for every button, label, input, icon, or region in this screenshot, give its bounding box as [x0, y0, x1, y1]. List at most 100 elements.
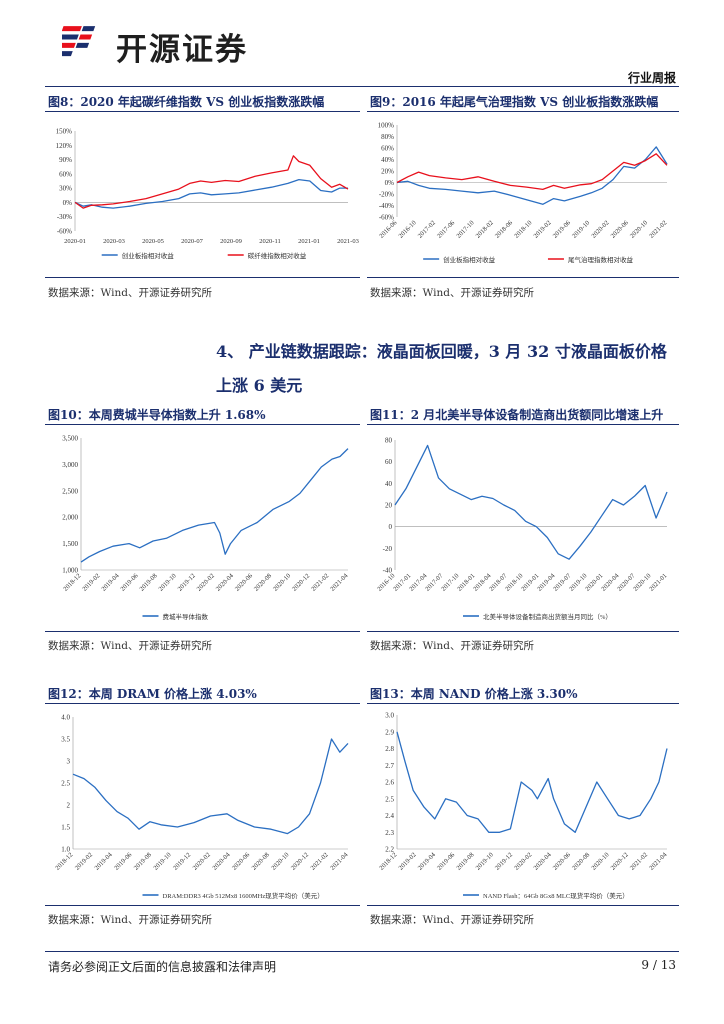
x-tick-label: 2020-10 [272, 572, 292, 592]
x-tick-label: 2019-02 [81, 572, 101, 592]
y-tick-label: 4.0 [61, 714, 70, 722]
x-tick-label: 2020-10 [270, 851, 290, 871]
legend-label: 北美半导体设备制造商出货额当月同比（%） [483, 612, 612, 621]
y-tick-label: 1,000 [62, 567, 78, 575]
y-tick-label: -60% [57, 228, 72, 236]
x-tick-label: 2020-06 [231, 851, 252, 872]
y-tick-label: 2,500 [62, 487, 78, 495]
x-tick-label: 2021-01 [298, 238, 320, 245]
x-tick-label: 2018-06 [494, 219, 515, 240]
y-tick-label: 3.5 [61, 736, 70, 744]
x-tick-label: 2019-10 [475, 851, 495, 871]
y-tick-label: 2.4 [385, 812, 394, 820]
figure-9-bottom-rule [367, 277, 679, 278]
figure-8-rule [45, 111, 360, 112]
x-tick-label: 2017-06 [436, 219, 457, 240]
x-tick-label: 2020-02 [196, 572, 216, 592]
x-tick-label: 2019-02 [74, 851, 94, 871]
y-tick-label: 0 [389, 523, 393, 531]
figure-12-title: 图12：本周 DRAM 价格上涨 4.03% [48, 687, 257, 701]
y-tick-label: 150% [56, 128, 73, 136]
x-tick-label: 2021-03 [337, 238, 359, 245]
series-line [80, 448, 349, 563]
y-tick-label: 60 [385, 458, 393, 466]
y-tick-label: 40% [381, 156, 394, 164]
series-line [72, 738, 349, 835]
y-tick-label: 90% [59, 156, 72, 164]
brand-name: 开源证券 [116, 32, 248, 68]
x-tick-label: 2020-02 [590, 219, 610, 239]
y-tick-label: 20% [381, 168, 394, 176]
figure-10-title: 图10：本周费城半导体指数上升 1.68% [48, 408, 266, 422]
x-tick-label: 2020-06 [610, 219, 631, 240]
footer-rule [45, 951, 679, 952]
figure-9-source: 数据来源：Wind、开源证券研究所 [370, 287, 534, 299]
x-tick-label: 2019-10 [152, 851, 172, 871]
y-tick-label: 20 [385, 502, 393, 510]
x-tick-label: 2021-01 [648, 572, 668, 592]
y-tick-label: 3,500 [62, 435, 78, 443]
figure-12-source: 数据来源：Wind、开源证券研究所 [48, 914, 212, 926]
figure-10-chart: 3,5003,0002,5002,0001,5001,0002018-12201… [62, 435, 350, 622]
x-tick-label: 2019-08 [133, 851, 153, 871]
x-tick-label: 2021-02 [648, 219, 668, 239]
figure-11-rule [367, 424, 679, 425]
legend-label: 创业板指相对收益 [122, 251, 175, 260]
legend-label: NAND Flash：64Gb 8Gx8 MLC现货平均价（美元） [483, 891, 629, 900]
figure-8-chart: 150% 120% 90% 60% 30% 0% -30% -60% 2020-01 2020-0… [56, 128, 359, 261]
x-tick-label: 2019-04 [417, 851, 438, 872]
figure-9-chart: 100%80%60%40%20%0%-20%-40%-60%2016-06 201… [378, 122, 669, 265]
y-tick-label: 2.8 [385, 745, 394, 753]
x-tick-label: 2018-12 [378, 851, 398, 871]
x-tick-label: 2021-02 [309, 851, 329, 871]
x-tick-label: 2018-12 [62, 572, 82, 592]
y-tick-label: 80% [381, 133, 394, 141]
y-tick-label: 3 [67, 758, 71, 766]
figure-13-source: 数据来源：Wind、开源证券研究所 [370, 914, 534, 926]
y-tick-label: 2.7 [385, 762, 394, 770]
y-tick-label: -40 [383, 567, 393, 575]
x-tick-label: 2020-05 [142, 238, 164, 245]
figure-11-bottom-rule [367, 631, 679, 632]
x-tick-label: 2019-12 [172, 851, 192, 871]
figure-8-source: 数据来源：Wind、开源证券研究所 [48, 287, 212, 299]
x-tick-label: 2020-04 [532, 851, 553, 872]
series-line [396, 731, 668, 833]
figure-10-bottom-rule [45, 631, 360, 632]
x-tick-label: 2018-12 [54, 851, 74, 871]
x-tick-label: 2020-10 [590, 851, 610, 871]
legend-label: 创业板指相对收益 [443, 255, 496, 264]
x-tick-label: 2020-08 [251, 851, 271, 871]
figure-10-source: 数据来源：Wind、开源证券研究所 [48, 640, 212, 652]
y-tick-label: -30% [57, 213, 72, 221]
x-tick-label: 2019-02 [397, 851, 417, 871]
x-tick-label: 2021-02 [629, 851, 649, 871]
x-tick-label: 2019-04 [93, 851, 114, 872]
x-tick-label: 2020-11 [259, 238, 280, 245]
y-tick-label: 100% [378, 122, 395, 130]
x-tick-label: 2020-03 [103, 238, 125, 245]
x-tick-label: 2020-09 [220, 238, 242, 245]
brand-logo [62, 26, 96, 57]
y-tick-label: 40 [385, 480, 393, 488]
figure-11-title: 图11：2 月北美半导体设备制造商出货额同比增速上升 [370, 408, 664, 422]
document-type: 行业周报 [627, 71, 676, 85]
figure-11-chart: 806040200-20-402016-102017-012017-042017… [376, 437, 668, 622]
x-tick-label: 2017-10 [455, 219, 475, 239]
y-tick-label: 0% [385, 179, 395, 187]
x-tick-label: 2019-10 [157, 572, 177, 592]
y-tick-label: -60% [379, 214, 394, 222]
x-tick-label: 2019-12 [177, 572, 197, 592]
section-heading-line2: 上涨 6 美元 [216, 376, 303, 395]
figure-13-bottom-rule [367, 905, 679, 906]
y-tick-label: -40% [379, 202, 394, 210]
section-heading-line1: 4、 产业链数据跟踪：液晶面板回暖，3 月 32 寸液晶面板价格 [216, 342, 667, 361]
y-tick-label: 2.6 [385, 779, 394, 787]
y-tick-label: -20 [383, 545, 393, 553]
x-tick-label: 2019-04 [100, 572, 121, 593]
figure-10-rule [45, 424, 360, 425]
legend-label: 尾气治理指数相对收益 [568, 255, 634, 264]
header-rule [45, 86, 679, 87]
series-line [74, 155, 349, 209]
